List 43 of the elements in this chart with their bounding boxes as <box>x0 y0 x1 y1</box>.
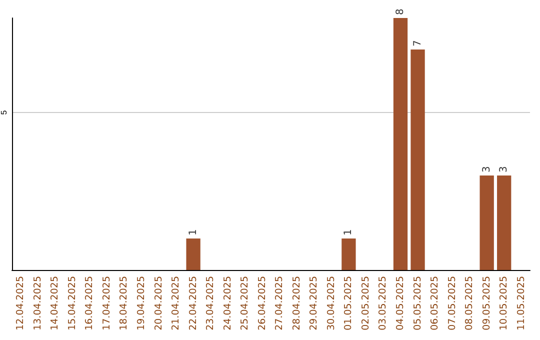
x-tick-label: 18.04.2025 <box>118 276 130 330</box>
y-tick-label: 5 <box>0 110 8 115</box>
data-label: 3 <box>481 166 492 172</box>
x-tick-label: 28.04.2025 <box>291 276 302 330</box>
x-tick-label: 11.05.2025 <box>516 276 527 330</box>
x-tick-label: 12.04.2025 <box>15 276 26 330</box>
x-tick-label: 06.05.2025 <box>430 276 441 330</box>
bar <box>186 238 200 270</box>
x-tick-label: 24.04.2025 <box>222 276 234 330</box>
x-tick-label: 23.04.2025 <box>205 276 216 330</box>
bar <box>410 50 425 270</box>
x-tick-label: 22.04.2025 <box>188 276 199 330</box>
data-label: 1 <box>188 229 199 236</box>
x-tick-label: 16.04.2025 <box>84 276 96 330</box>
x-tick-label: 27.04.2025 <box>274 276 286 330</box>
bar <box>497 176 512 270</box>
x-tick-label: 17.04.2025 <box>101 276 112 330</box>
x-tick-label: 20.04.2025 <box>153 276 164 330</box>
bar <box>342 238 356 270</box>
x-tick-label: 01.05.2025 <box>343 276 354 330</box>
bar <box>480 176 494 270</box>
x-tick-label: 29.04.2025 <box>308 276 320 330</box>
x-tick-label: 26.04.2025 <box>256 276 268 330</box>
bar <box>393 18 408 270</box>
x-tick-label: 03.05.2025 <box>378 276 389 330</box>
data-label: 3 <box>498 166 510 172</box>
x-tick-label: 19.04.2025 <box>136 276 147 330</box>
x-tick-label: 02.05.2025 <box>360 276 372 330</box>
x-tick-label: 14.04.2025 <box>50 276 61 330</box>
x-tick-label: 04.05.2025 <box>395 276 406 330</box>
x-tick-label: 15.04.2025 <box>66 276 78 330</box>
data-label: 1 <box>343 229 354 236</box>
x-tick-label: 30.04.2025 <box>326 276 337 330</box>
x-tick-label: 21.04.2025 <box>170 276 182 330</box>
data-label: 7 <box>412 40 424 46</box>
x-tick-label: 13.04.2025 <box>32 276 44 330</box>
x-tick-label: 08.05.2025 <box>464 276 476 330</box>
x-tick-label: 10.05.2025 <box>498 276 510 330</box>
x-tick-label: 09.05.2025 <box>481 276 492 330</box>
x-tick-label: 05.05.2025 <box>412 276 424 330</box>
x-tick-label: 25.04.2025 <box>240 276 251 330</box>
data-label: 8 <box>395 8 406 15</box>
x-tick-label: 07.05.2025 <box>446 276 458 330</box>
